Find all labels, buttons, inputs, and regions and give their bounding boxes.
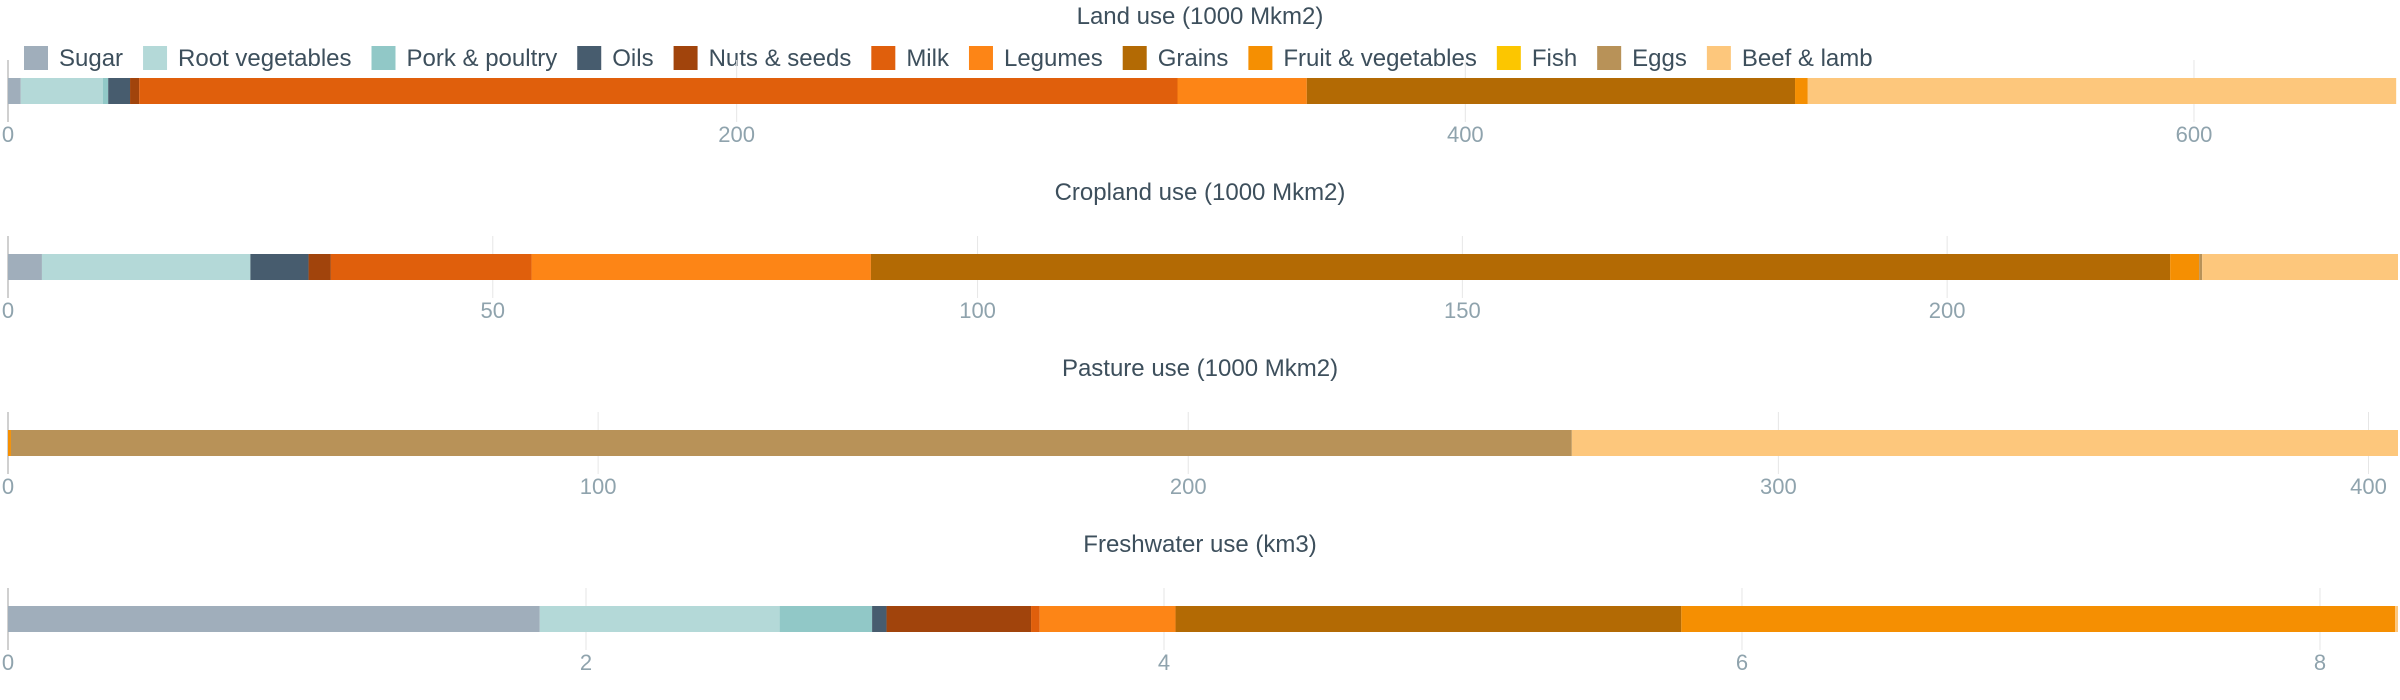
legend-swatch bbox=[1122, 46, 1147, 70]
bar-segment-grains bbox=[1175, 606, 1682, 632]
bar-segment-legumes bbox=[1039, 606, 1176, 632]
bar-segment-grains bbox=[870, 254, 2171, 280]
legend: Sugar Root vegetables Pork & poultry Oils Nu… bbox=[24, 45, 1873, 72]
bar-segment-nuts-and-seeds bbox=[308, 254, 331, 280]
legend-swatch bbox=[1248, 46, 1273, 70]
panel-title: Freshwater use (km3) bbox=[1083, 531, 1316, 558]
legend-label: Eggs bbox=[1632, 45, 1687, 72]
bar-segment-fruit-and-vegetables bbox=[2170, 254, 2200, 280]
legend-swatch bbox=[1496, 46, 1521, 70]
tick-label: 2 bbox=[580, 650, 592, 675]
bar-segment-beef-and-lamb bbox=[2395, 606, 2398, 632]
bar-segment-eggs bbox=[2199, 254, 2203, 280]
tick-label: 0 bbox=[2, 650, 14, 675]
legend-label: Nuts & seeds bbox=[709, 45, 852, 72]
bar-segment-beef-and-lamb bbox=[1571, 430, 2398, 456]
tick-label: 0 bbox=[2, 298, 14, 323]
legend-swatch bbox=[1597, 46, 1622, 70]
tick-label: 50 bbox=[481, 298, 505, 323]
bar-segment-fruit-and-vegetables bbox=[1681, 606, 2396, 632]
legend-item-fish: Fish bbox=[1496, 45, 1577, 72]
legend-swatch bbox=[24, 46, 48, 70]
panel-freshwater-use-km3: Freshwater use (km3) 0 2 4 6 8 bbox=[2, 531, 2398, 675]
tick-label: 400 bbox=[2350, 474, 2387, 499]
legend-item-beef-and-lamb: Beef & lamb bbox=[1706, 45, 1873, 72]
legend-item-eggs: Eggs bbox=[1597, 45, 1687, 72]
legend-label: Oils bbox=[612, 45, 653, 72]
tick-label: 6 bbox=[1736, 650, 1748, 675]
legend-label: Legumes bbox=[1004, 45, 1103, 72]
legend-swatch bbox=[143, 46, 168, 70]
bar-segment-sugar bbox=[8, 606, 540, 632]
legend-item-nuts-and-seeds: Nuts & seeds bbox=[673, 45, 852, 72]
legend-swatch bbox=[871, 46, 896, 70]
legend-item-root-vegetables: Root vegetables bbox=[143, 45, 352, 72]
panel-title: Cropland use (1000 Mkm2) bbox=[1055, 179, 1346, 206]
tick-label: 300 bbox=[1760, 474, 1797, 499]
legend-label: Grains bbox=[1158, 45, 1229, 72]
bar-segment-nuts-and-seeds bbox=[130, 78, 140, 104]
legend-label: Fish bbox=[1532, 45, 1577, 72]
panel-pasture-use-1000-mkm2: Pasture use (1000 Mkm2) 0 100 200 300 400 bbox=[2, 355, 2398, 499]
bar-segment-sugar bbox=[8, 78, 21, 104]
bar-segment-beef-and-lamb bbox=[1807, 78, 2397, 104]
legend-swatch bbox=[673, 46, 698, 70]
bar-segment-sugar bbox=[8, 254, 42, 280]
panel-title: Pasture use (1000 Mkm2) bbox=[1062, 355, 1338, 382]
bar-segment-eggs bbox=[10, 430, 1572, 456]
legend-label: Sugar bbox=[59, 45, 123, 72]
legend-label: Root vegetables bbox=[178, 45, 351, 72]
bar-segment-pork-and-poultry bbox=[779, 606, 873, 632]
bar-segment-legumes bbox=[1177, 78, 1307, 104]
bar-segment-milk bbox=[1031, 606, 1040, 632]
tick-label: 200 bbox=[1929, 298, 1966, 323]
legend-swatch bbox=[968, 46, 993, 70]
bar-segment-milk bbox=[330, 254, 532, 280]
tick-label: 600 bbox=[2176, 122, 2213, 147]
legend-item-sugar: Sugar bbox=[24, 45, 123, 72]
bar-segment-root-vegetables bbox=[539, 606, 780, 632]
bar-segment-legumes bbox=[531, 254, 871, 280]
bar-segment-root-vegetables bbox=[20, 78, 103, 104]
legend-item-pork-and-poultry: Pork & poultry bbox=[371, 45, 558, 72]
tick-label: 0 bbox=[2, 474, 14, 499]
legend-label: Beef & lamb bbox=[1742, 45, 1873, 72]
tick-label: 8 bbox=[2314, 650, 2326, 675]
tick-label: 400 bbox=[1447, 122, 1484, 147]
tick-label: 150 bbox=[1444, 298, 1481, 323]
bar-segment-fruit-and-vegetables bbox=[1795, 78, 1808, 104]
legend-item-fruit-and-vegetables: Fruit & vegetables bbox=[1248, 45, 1477, 72]
bar-segment-oils bbox=[108, 78, 131, 104]
tick-label: 200 bbox=[1170, 474, 1207, 499]
bar-segment-oils bbox=[250, 254, 309, 280]
bar-segment-nuts-and-seeds bbox=[886, 606, 1032, 632]
bar-segment-grains bbox=[1306, 78, 1796, 104]
bar-segment-pork-and-poultry bbox=[102, 78, 109, 104]
legend-item-legumes: Legumes bbox=[968, 45, 1103, 72]
panel-title: Land use (1000 Mkm2) bbox=[1077, 3, 1324, 30]
tick-label: 200 bbox=[718, 122, 755, 147]
legend-swatch bbox=[371, 46, 396, 70]
tick-label: 0 bbox=[2, 122, 14, 147]
legend-item-grains: Grains bbox=[1122, 45, 1229, 72]
legend-label: Fruit & vegetables bbox=[1283, 45, 1476, 72]
tick-label: 4 bbox=[1158, 650, 1170, 675]
tick-label: 100 bbox=[580, 474, 617, 499]
bar-segment-milk bbox=[139, 78, 1178, 104]
bar-segment-oils bbox=[872, 606, 887, 632]
panel-cropland-use-1000-mkm2: Cropland use (1000 Mkm2) 0 50 100 150 200 bbox=[2, 179, 2398, 323]
bar-segment-beef-and-lamb bbox=[2202, 254, 2398, 280]
legend-item-oils: Oils bbox=[577, 45, 654, 72]
legend-item-milk: Milk bbox=[871, 45, 950, 72]
legend-label: Milk bbox=[906, 45, 950, 72]
bar-segment-root-vegetables bbox=[41, 254, 251, 280]
tick-label: 100 bbox=[959, 298, 996, 323]
legend-swatch bbox=[577, 46, 602, 70]
bar-segment-fruit-and-vegetables bbox=[8, 430, 11, 456]
panel-land-use-1000-mkm2: Land use (1000 Mkm2) 0 200 400 600 bbox=[2, 3, 2397, 147]
legend-label: Pork & poultry bbox=[407, 45, 558, 72]
legend-swatch bbox=[1706, 46, 1731, 70]
